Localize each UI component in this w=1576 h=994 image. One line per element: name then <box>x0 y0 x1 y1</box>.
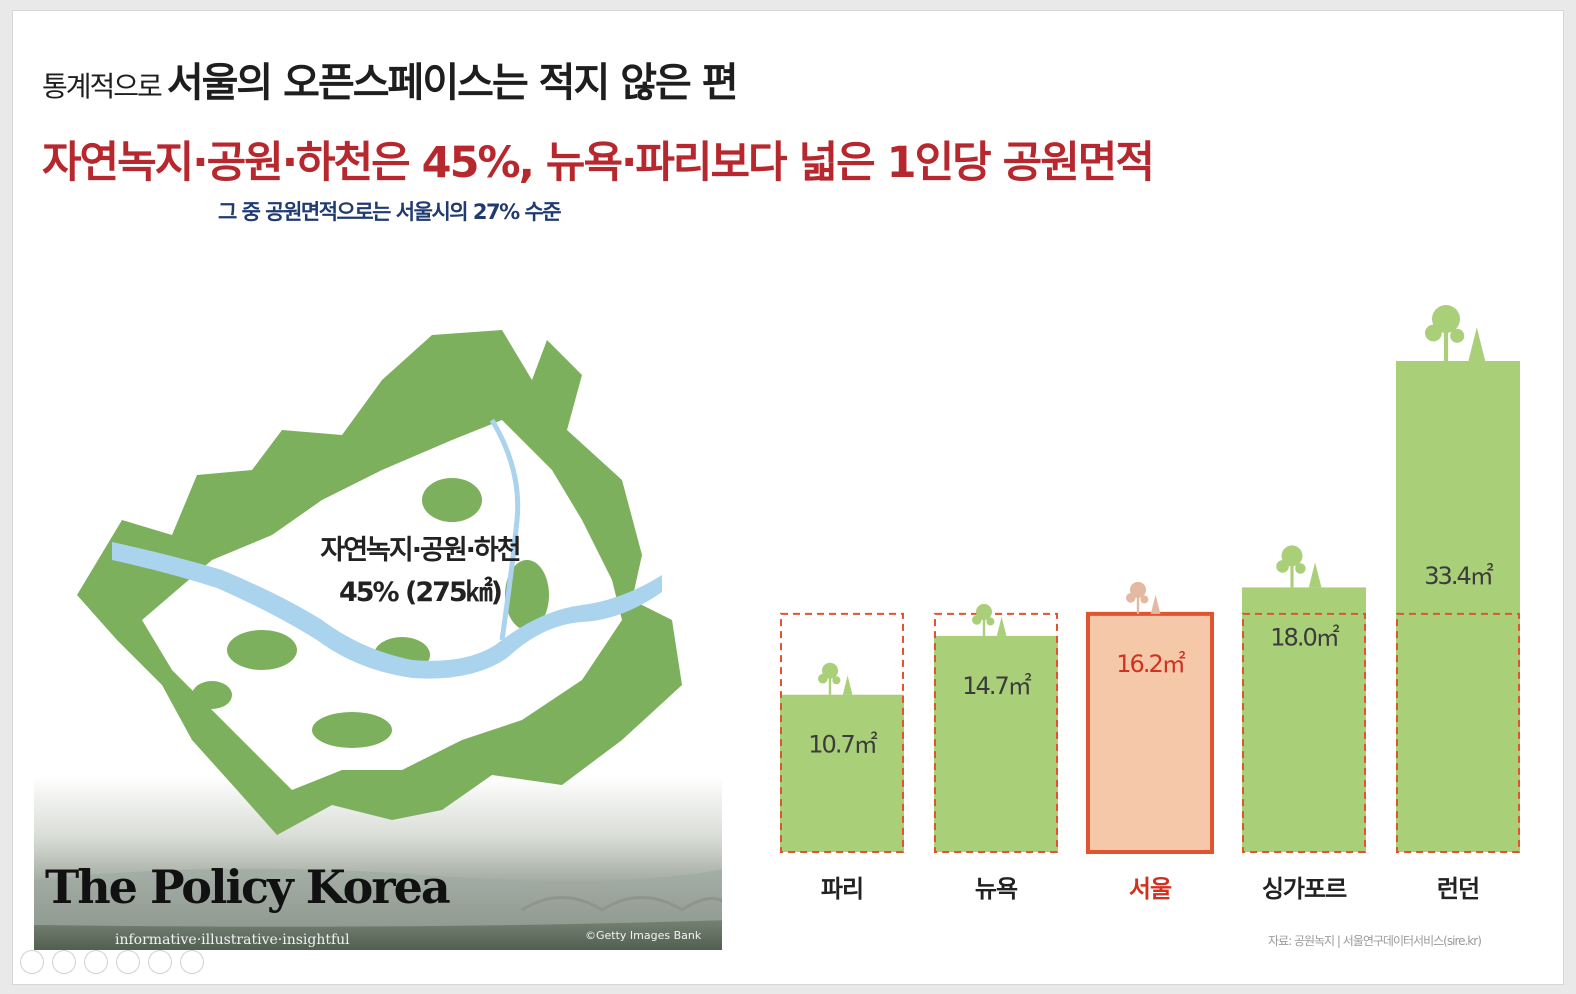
headline-prefix: 통계적으로 <box>42 70 163 103</box>
park-area-chart: 10.7㎡ 파리 14.7㎡ 뉴욕 16.2㎡ 서울 18.0㎡ 싱가포르 33.4㎡ 런던 <box>780 305 1520 903</box>
han-river <box>112 542 662 679</box>
bar-1 <box>934 635 1058 852</box>
print-icon[interactable] <box>116 950 140 974</box>
photo-credit: ©Getty Images Bank <box>585 929 702 942</box>
headline-note: 그 중 공원면적으로는 서울시의 27% 수준 <box>218 200 562 224</box>
bar-0 <box>780 694 904 852</box>
map-urban <box>142 420 622 790</box>
brand-tagline: informative·illustrative·insightful <box>115 932 350 948</box>
reference-outline-3 <box>1242 612 1366 853</box>
brand-logo: The Policy Korea <box>45 860 451 914</box>
value-label-4: 33.4㎡ <box>1424 562 1493 590</box>
value-label-3: 18.0㎡ <box>1270 623 1339 651</box>
seoul-map-panel: 자연녹지·공원·하천 45% (275㎢) <box>22 320 722 950</box>
tree-icon <box>1425 305 1486 362</box>
more-icon[interactable] <box>180 950 204 974</box>
tree-icon <box>972 603 1007 636</box>
seoul-green-map <box>34 330 722 950</box>
photo-river <box>34 868 722 927</box>
map-label-line1: 자연녹지·공원·하천 <box>320 535 521 566</box>
tree-icon <box>818 662 853 695</box>
reference-outline-1 <box>934 612 1058 853</box>
headline-title: 서울의 오픈스페이스는 적지 않은 편 <box>166 60 739 106</box>
bar-4 <box>1396 361 1520 852</box>
reference-outline-0 <box>780 612 904 853</box>
source-note: 자료: 공원녹지 | 서울연구데이터서비스(sire.kr) <box>1268 934 1482 948</box>
category-label-0: 파리 <box>821 875 863 903</box>
share-icon[interactable] <box>20 950 44 974</box>
reference-outline-4 <box>1396 612 1520 853</box>
value-label-1: 14.7㎡ <box>962 672 1031 700</box>
bar-2 <box>1086 611 1214 854</box>
tributary <box>489 418 521 641</box>
bar-3 <box>1242 587 1366 852</box>
map-label: 자연녹지·공원·하천 45% (275㎢) <box>270 530 570 614</box>
facebook-icon[interactable] <box>52 950 76 974</box>
category-label-1: 뉴욕 <box>975 875 1018 903</box>
category-label-2: 서울 <box>1129 875 1172 903</box>
value-label-2: 16.2㎡ <box>1116 650 1185 678</box>
tree-icon <box>1126 581 1161 614</box>
zoom-icon[interactable] <box>148 950 172 974</box>
map-label-line2: 45% (275㎢) <box>338 577 503 608</box>
social-icons <box>20 950 204 974</box>
photo-bridge <box>521 896 722 912</box>
headline: 통계적으로 서울의 오픈스페이스는 적지 않은 편 <box>42 50 739 108</box>
category-label-4: 런던 <box>1437 875 1479 903</box>
value-label-0: 10.7㎡ <box>808 731 877 759</box>
category-label-3: 싱가포르 <box>1262 875 1347 903</box>
link-icon[interactable] <box>84 950 108 974</box>
tree-icon <box>1276 545 1322 588</box>
headline-subtitle: 자연녹지·공원·하천은 45%, 뉴욕·파리보다 넓은 1인당 공원면적 <box>42 138 1155 188</box>
